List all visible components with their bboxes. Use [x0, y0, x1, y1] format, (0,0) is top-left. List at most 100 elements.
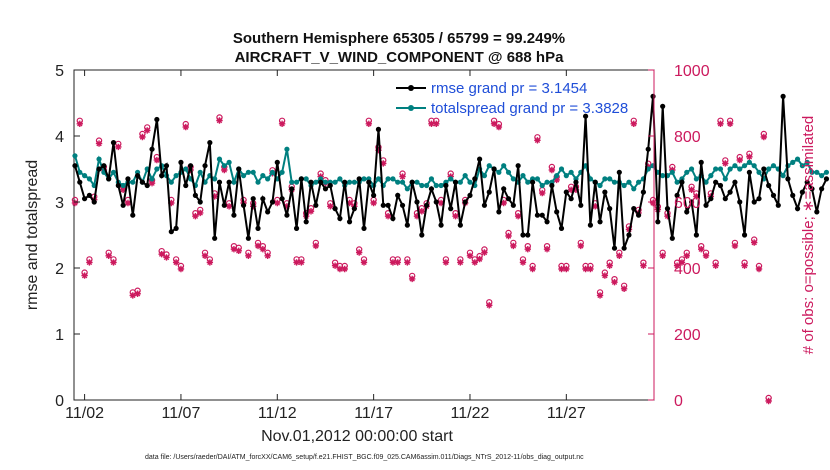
totalspread-point [597, 182, 603, 189]
obs-assimilated-point [394, 259, 401, 266]
totalspread-point [819, 173, 825, 179]
totalspread-point [780, 173, 786, 179]
obs-assimilated-point [355, 249, 363, 256]
totalspread-point [269, 169, 276, 175]
rmse-point [385, 202, 391, 208]
rmse-point [534, 212, 541, 218]
obs-assimilated-point [119, 186, 127, 193]
rmse-point [361, 225, 367, 231]
obs-assimilated-point [235, 247, 242, 255]
obs-assimilated-point [81, 272, 88, 279]
rmse-point [342, 179, 348, 185]
rmse-point [679, 179, 685, 185]
rmse-point [708, 196, 714, 202]
obs-assimilated-point [370, 199, 377, 207]
totalspread-point [424, 182, 430, 189]
y-axis-label-left: rmse and totalspread [24, 160, 41, 310]
obs-assimilated-point [206, 259, 214, 266]
totalspread-point [751, 163, 757, 169]
rmse-point [236, 166, 242, 172]
obs-assimilated-point [698, 246, 705, 253]
totalspread-point [245, 169, 251, 175]
obs-assimilated-point [649, 199, 657, 207]
obs-assimilated-point [163, 254, 170, 261]
totalspread-point [486, 163, 492, 169]
obs-assimilated-point [563, 265, 570, 273]
totalspread-point [814, 169, 820, 175]
obs-assimilated-point [524, 246, 531, 253]
x-tick-label: 11/22 [451, 405, 490, 422]
obs-assimilated-point [726, 120, 734, 127]
rmse-point [202, 163, 208, 169]
totalspread-point [799, 163, 805, 169]
obs-assimilated-point [182, 123, 189, 131]
obs-assimilated-point [717, 120, 724, 127]
obs-assimilated-point [529, 265, 536, 273]
rmse-point [621, 245, 627, 251]
legend-rmse-marker [408, 85, 414, 91]
obs-assimilated-point [298, 259, 305, 266]
obs-assimilated-point [245, 252, 252, 259]
totalspread-point [130, 179, 136, 185]
rmse-point [409, 179, 415, 185]
rmse-point [554, 209, 560, 215]
obs-assimilated-point [437, 199, 445, 207]
rmse-point [558, 225, 565, 231]
rmse-point [640, 189, 647, 195]
totalspread-point [289, 179, 295, 185]
totalspread-point [303, 176, 309, 182]
obs-assimilated-point [592, 203, 599, 210]
obs-assimilated-point [476, 255, 483, 263]
rmse-point [809, 186, 815, 192]
rmse-point [192, 192, 198, 198]
obs-assimilated-point [389, 259, 397, 266]
totalspread-point [693, 176, 699, 182]
totalspread-point [457, 179, 463, 185]
rmse-point [804, 179, 810, 185]
obs-assimilated-point [693, 193, 700, 200]
obs-assimilated-point [601, 272, 609, 279]
rmse-point [515, 163, 521, 169]
legend: rmse grand pr = 3.1454 totalspread grand… [396, 80, 628, 117]
totalspread-point [510, 176, 516, 182]
totalspread-point [77, 169, 83, 175]
totalspread-point [741, 163, 748, 169]
rmse-point [101, 163, 107, 169]
obs-assimilated-point [153, 156, 161, 164]
rmse-point [717, 182, 724, 189]
rmse-point [568, 196, 574, 202]
obs-assimilated-point [539, 189, 546, 197]
totalspread-point [81, 173, 88, 179]
obs-assimilated-point [500, 199, 507, 207]
totalspread-point [722, 176, 728, 182]
obs-assimilated-point [129, 292, 136, 299]
totalspread-point [568, 169, 574, 175]
obs-assimilated-point [625, 226, 633, 233]
rmse-point [645, 146, 651, 152]
obs-assimilated-point [572, 186, 580, 193]
y-tick-left-label: 5 [55, 63, 64, 80]
obs-assimilated-point [486, 302, 493, 309]
rmse-point [481, 202, 488, 208]
obs-assimilated-point [722, 160, 729, 167]
totalspread-point [505, 169, 512, 175]
obs-assimilated-point [640, 262, 647, 269]
totalspread-point [404, 186, 410, 192]
rmse-point [544, 219, 550, 225]
totalspread-point [823, 169, 830, 175]
rmse-point [399, 202, 406, 208]
obs-assimilated-point [678, 259, 686, 266]
obs-assimilated-point [144, 127, 151, 134]
y-tick-left-label: 0 [55, 393, 64, 410]
rmse-point [81, 196, 88, 202]
rmse-point [746, 169, 752, 175]
rmse-point [823, 176, 830, 182]
rmse-point [322, 186, 329, 192]
totalspread-point [703, 179, 709, 185]
obs-assimilated-point [731, 242, 739, 250]
rmse-point [144, 182, 150, 189]
obs-assimilated-point [399, 173, 406, 180]
rmse-point [356, 176, 362, 182]
rmse-point [467, 192, 473, 198]
